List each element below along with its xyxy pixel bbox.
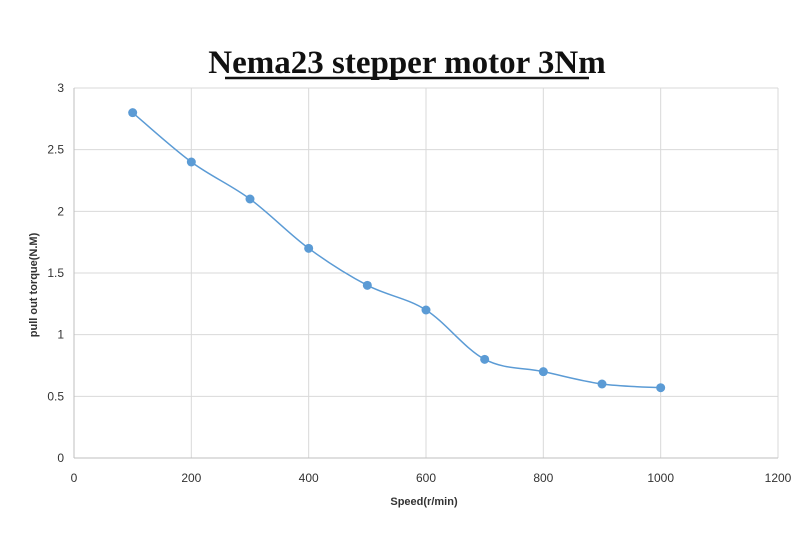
grid-lines	[74, 87, 779, 458]
data-point	[421, 305, 431, 315]
chart-title: Nema23 stepper motor 3Nm	[208, 45, 605, 81]
y-tick-label: 0	[57, 451, 64, 465]
y-tick-label: 2.5	[47, 143, 64, 157]
x-tick-label: 600	[416, 471, 436, 485]
data-point	[480, 354, 490, 364]
chart-title-text: Nema23 stepper motor 3Nm	[208, 45, 605, 81]
y-tick-label: 1	[57, 328, 64, 342]
data-series	[128, 108, 666, 393]
data-point	[186, 157, 196, 167]
y-tick-label: 1.5	[47, 266, 64, 280]
x-tick-label: 200	[181, 471, 201, 485]
data-point	[245, 194, 255, 204]
x-axis-label: Speed(r/min)	[390, 496, 458, 508]
y-axis-label: pull out torque(N.M)	[28, 232, 40, 337]
axes	[73, 88, 778, 459]
data-point	[128, 108, 138, 118]
data-point	[597, 379, 607, 389]
y-tick-label: 2	[57, 204, 64, 218]
data-point	[656, 383, 666, 393]
x-tick-label: 1000	[647, 471, 674, 485]
x-tick-label: 1200	[765, 471, 792, 485]
x-tick-label: 800	[533, 471, 553, 485]
data-point	[538, 367, 548, 377]
data-point	[304, 243, 314, 253]
y-tick-label: 3	[57, 81, 64, 95]
y-tick-labels: 0 0.5 1 1.5 2 2.5 3	[47, 81, 64, 465]
data-point	[362, 280, 372, 290]
y-tick-label: 0.5	[47, 389, 64, 403]
series-line	[132, 112, 661, 389]
x-tick-label: 0	[71, 471, 78, 485]
x-tick-label: 400	[299, 471, 319, 485]
x-tick-labels: 0 200 400 600 800 1000 1200	[71, 471, 792, 485]
